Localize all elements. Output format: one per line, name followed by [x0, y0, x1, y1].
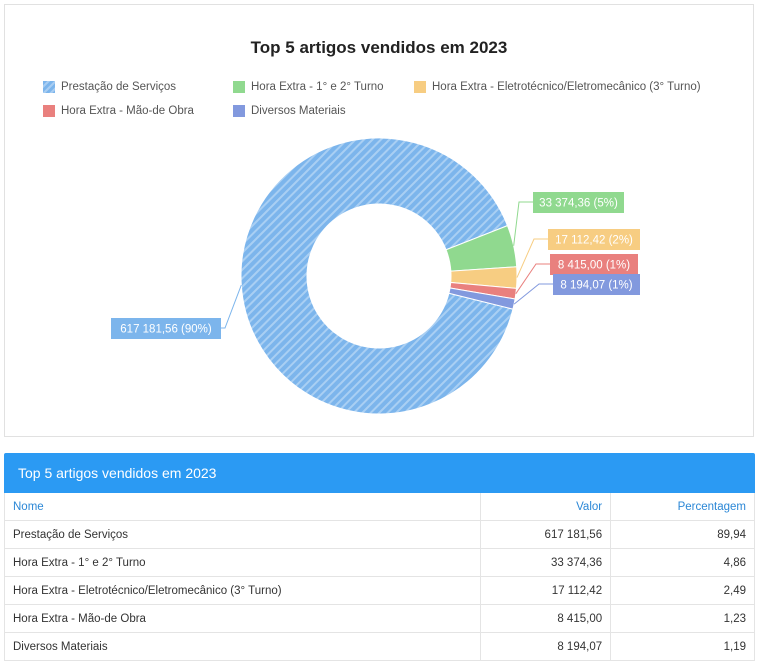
data-label-connector — [221, 284, 242, 329]
cell-percentagem: 1,19 — [610, 632, 755, 661]
data-label-connector — [513, 201, 533, 246]
cell-nome: Hora Extra - Eletrotécnico/Eletromecânic… — [3, 576, 482, 605]
data-label-box — [553, 274, 640, 295]
data-label-hora-extra-eletrotecnico: 17 112,42 (2%) — [555, 235, 633, 247]
table-row[interactable]: Hora Extra - Mão-de Obra 8 415,00 1,23 — [3, 604, 755, 633]
pie-slice-prestacao-servicos[interactable] — [240, 137, 514, 415]
table-title: Top 5 artigos vendidos em 2023 — [4, 453, 755, 493]
cell-percentagem: 2,49 — [610, 576, 755, 605]
legend-swatch — [43, 81, 55, 93]
legend-item-hora-extra-turno[interactable]: Hora Extra - 1° e 2° Turno — [233, 81, 384, 93]
legend-item-prestacao[interactable]: Prestação de Serviços — [43, 81, 176, 93]
data-table: Nome Valor Percentagem Prestação de Serv… — [3, 493, 755, 661]
data-label-box — [111, 318, 221, 339]
cell-nome: Hora Extra - 1° e 2° Turno — [3, 548, 482, 577]
cell-percentagem: 89,94 — [610, 520, 755, 549]
legend-swatch — [233, 81, 245, 93]
cell-nome: Hora Extra - Mão-de Obra — [3, 604, 482, 633]
chart-card: Top 5 artigos vendidos em 2023 Prestação… — [4, 4, 754, 437]
legend-label: Prestação de Serviços — [61, 81, 177, 93]
data-label-diversos-materiais: 8 194,07 (1%) — [560, 280, 632, 292]
legend-item-hora-extra-eletrotecnico[interactable]: Hora Extra - Eletrotécnico/Eletromecânic… — [414, 81, 701, 93]
data-label-box — [550, 254, 638, 275]
cell-percentagem: 4,86 — [610, 548, 755, 577]
legend-label: Hora Extra - Eletrotécnico/Eletromecânic… — [432, 81, 701, 93]
legend-label: Hora Extra - Mão-de Obra — [61, 105, 194, 117]
table-row[interactable]: Hora Extra - Eletrotécnico/Eletromecânic… — [3, 576, 755, 605]
table-row[interactable]: Prestação de Serviços 617 181,56 89,94 — [3, 520, 755, 549]
cell-percentagem: 1,23 — [610, 604, 755, 633]
legend-label: Hora Extra - 1° e 2° Turno — [251, 81, 384, 93]
data-label-hora-extra-mao-de-obra: 8 415,00 (1%) — [558, 260, 630, 272]
cell-valor: 617 181,56 — [480, 520, 612, 549]
data-label-box — [548, 229, 640, 250]
legend-swatch — [43, 105, 55, 117]
donut-chart: 617 181,56 (90%) 33 374,36 (5%) 17 112,42 … — [111, 137, 640, 415]
column-header-nome[interactable]: Nome — [3, 493, 482, 521]
legend-swatch — [414, 81, 426, 93]
legend-label: Diversos Materiais — [251, 105, 346, 117]
data-label-connector — [515, 263, 550, 294]
pie-slice-diversos-materiais[interactable] — [448, 287, 516, 310]
data-label-prestacao-servicos: 617 181,56 (90%) — [120, 324, 212, 336]
legend-item-diversos-materiais[interactable]: Diversos Materiais — [233, 105, 346, 117]
table-header-row: Nome Valor Percentagem — [3, 493, 755, 521]
chart-title: Top 5 artigos vendidos em 2023 — [250, 38, 508, 57]
cell-valor: 33 374,36 — [480, 548, 612, 577]
data-label-box — [533, 192, 624, 213]
legend-item-hora-extra-mao-de-obra[interactable]: Hora Extra - Mão-de Obra — [43, 105, 194, 117]
column-header-percentagem[interactable]: Percentagem — [610, 493, 755, 521]
cell-nome: Diversos Materiais — [3, 632, 482, 661]
cell-valor: 8 415,00 — [480, 604, 612, 633]
data-label-hora-extra-turno: 33 374,36 (5%) — [539, 198, 618, 210]
data-table-card: Top 5 artigos vendidos em 2023 Nome Valo… — [3, 453, 755, 662]
table-row[interactable]: Diversos Materiais 8 194,07 1,19 — [3, 632, 755, 661]
legend-swatch — [233, 105, 245, 117]
column-header-valor[interactable]: Valor — [480, 493, 612, 521]
data-label-connector — [516, 238, 548, 278]
data-label-connector — [513, 283, 553, 305]
cell-valor: 17 112,42 — [480, 576, 612, 605]
cell-valor: 8 194,07 — [480, 632, 612, 661]
table-row[interactable]: Hora Extra - 1° e 2° Turno 33 374,36 4,8… — [3, 548, 755, 577]
cell-nome: Prestação de Serviços — [3, 520, 482, 549]
